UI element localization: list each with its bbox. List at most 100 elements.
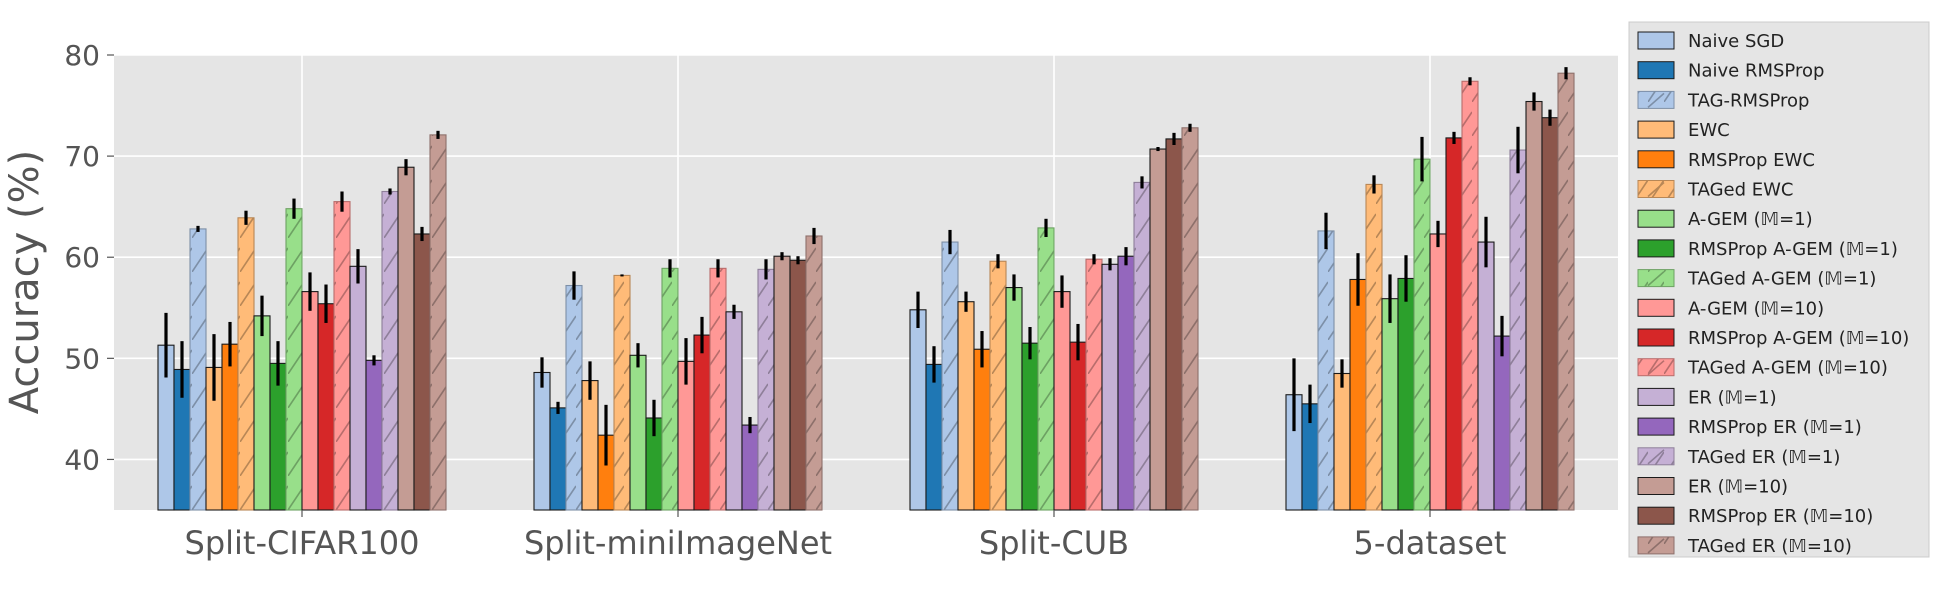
legend-hatch bbox=[1647, 449, 1665, 465]
bar bbox=[237, 217, 255, 511]
bar bbox=[429, 134, 447, 511]
legend-label: TAGed A-GEM (𝕄=10) bbox=[1687, 358, 1888, 379]
bar bbox=[285, 208, 303, 511]
bar bbox=[629, 354, 647, 511]
bar bbox=[549, 407, 567, 511]
legend-label: A-GEM (𝕄=1) bbox=[1688, 209, 1813, 230]
bar bbox=[533, 371, 551, 511]
bar bbox=[1477, 241, 1495, 511]
bar bbox=[1317, 230, 1335, 511]
legend-box bbox=[1628, 21, 1930, 558]
bar bbox=[1085, 258, 1103, 511]
bar bbox=[957, 301, 975, 511]
bar bbox=[1053, 291, 1071, 511]
bar bbox=[397, 166, 415, 511]
bar bbox=[789, 259, 807, 511]
bar bbox=[1493, 335, 1511, 511]
bar bbox=[1005, 287, 1023, 511]
x-tick-label: Split-CIFAR100 bbox=[185, 524, 420, 562]
bar bbox=[1181, 127, 1199, 511]
legend-swatch bbox=[1637, 417, 1675, 436]
bar bbox=[1117, 255, 1135, 511]
legend-swatch bbox=[1637, 387, 1675, 406]
legend-label: TAGed ER (𝕄=1) bbox=[1687, 447, 1840, 468]
legend-hatch bbox=[1647, 181, 1665, 198]
bar bbox=[1101, 263, 1119, 511]
bar bbox=[1333, 372, 1351, 511]
legend-label: EWC bbox=[1688, 120, 1730, 141]
bar bbox=[1525, 100, 1543, 511]
legend-hatch bbox=[1647, 360, 1665, 376]
bar bbox=[317, 303, 335, 511]
bar bbox=[581, 380, 599, 511]
bar bbox=[1461, 80, 1479, 511]
legend-label: RMSProp A-GEM (𝕄=10) bbox=[1688, 328, 1909, 349]
legend-label: RMSProp ER (𝕄=1) bbox=[1688, 417, 1862, 438]
y-axis: 40 50 60 70 80 bbox=[64, 39, 114, 476]
bar bbox=[221, 343, 239, 511]
x-tick-label: Split-CUB bbox=[979, 524, 1129, 562]
legend: Naive SGD Naive RMSProp TAG-RMSProp EWC RMSP… bbox=[1628, 21, 1930, 558]
legend-label: Naive SGD bbox=[1688, 31, 1784, 52]
bar bbox=[941, 241, 959, 511]
x-axis: Split-CIFAR100 Split-miniImageNet Split-CU… bbox=[185, 510, 1507, 562]
bar bbox=[253, 315, 271, 511]
legend-label: Naive RMSProp bbox=[1688, 61, 1824, 82]
y-tick-label: 50 bbox=[64, 342, 100, 375]
x-tick-label: Split-miniImageNet bbox=[524, 524, 832, 562]
legend-label: RMSProp EWC bbox=[1688, 150, 1815, 171]
bar bbox=[741, 424, 759, 511]
bar bbox=[189, 228, 207, 511]
legend-label: ER (𝕄=1) bbox=[1688, 387, 1777, 408]
legend-swatch bbox=[1637, 209, 1675, 228]
legend-label: ER (𝕄=10) bbox=[1688, 477, 1788, 498]
bar bbox=[909, 309, 927, 511]
legend-label: TAGed ER (𝕄=10) bbox=[1687, 536, 1852, 557]
legend-label: RMSProp A-GEM (𝕄=1) bbox=[1688, 239, 1898, 260]
bars bbox=[157, 72, 1575, 511]
y-axis-label: Accuracy (%) bbox=[2, 150, 48, 415]
bar bbox=[1509, 149, 1527, 511]
legend-swatch bbox=[1637, 298, 1675, 317]
bar bbox=[925, 363, 943, 511]
bar bbox=[805, 235, 823, 511]
bar bbox=[757, 268, 775, 511]
legend-label: RMSProp ER (𝕄=10) bbox=[1688, 506, 1873, 527]
bar bbox=[1133, 181, 1151, 511]
bar bbox=[773, 255, 791, 511]
bar bbox=[613, 274, 631, 511]
bar bbox=[381, 190, 399, 511]
bar bbox=[301, 291, 319, 511]
legend-swatch bbox=[1637, 328, 1675, 347]
bar bbox=[1165, 138, 1183, 511]
error-bars bbox=[164, 67, 1568, 466]
bar bbox=[1037, 227, 1055, 511]
bar bbox=[725, 311, 743, 511]
bar bbox=[989, 260, 1007, 511]
legend-hatch bbox=[1647, 270, 1665, 287]
legend-swatch bbox=[1637, 61, 1675, 80]
y-tick-label: 60 bbox=[64, 241, 100, 274]
legend-hatch bbox=[1647, 92, 1665, 109]
bar bbox=[693, 334, 711, 511]
bar bbox=[1349, 278, 1367, 511]
bar bbox=[1069, 341, 1087, 511]
legend-swatch bbox=[1637, 31, 1675, 50]
bar bbox=[1021, 342, 1039, 511]
bar bbox=[709, 267, 727, 511]
bar bbox=[1541, 117, 1559, 511]
bar bbox=[1381, 298, 1399, 511]
legend-swatch bbox=[1637, 477, 1675, 495]
bar bbox=[333, 201, 351, 511]
legend-label: TAG-RMSProp bbox=[1687, 90, 1809, 111]
x-tick-label: 5-dataset bbox=[1354, 524, 1507, 562]
legend-label: TAGed A-GEM (𝕄=1) bbox=[1687, 269, 1876, 290]
bar bbox=[365, 359, 383, 511]
bar bbox=[1413, 158, 1431, 511]
legend-hatch bbox=[1647, 538, 1665, 554]
bar bbox=[413, 233, 431, 511]
legend-swatch bbox=[1637, 150, 1675, 169]
legend-label: TAGed EWC bbox=[1687, 180, 1794, 201]
y-tick-label: 70 bbox=[64, 140, 100, 173]
